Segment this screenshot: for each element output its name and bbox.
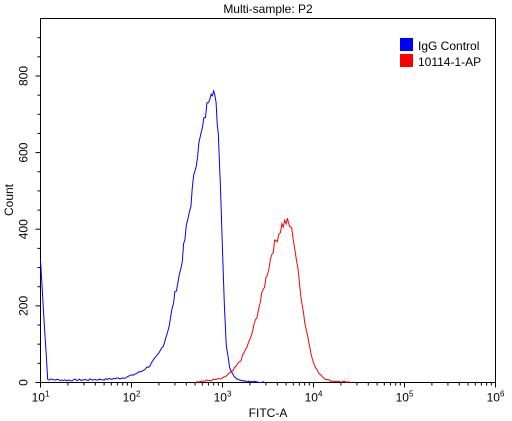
y-tick-label: 600 bbox=[17, 142, 31, 162]
legend: IgG Control 10114-1-AP bbox=[400, 38, 481, 69]
y-axis-ticks: 0 200 400 600 800 bbox=[17, 37, 41, 386]
x-tick-label: 101 bbox=[32, 390, 50, 405]
legend-label-10114-1-ap: 10114-1-AP bbox=[418, 55, 481, 69]
series-line-igg-control bbox=[40, 88, 266, 384]
series-line-10114-1-ap bbox=[195, 218, 350, 383]
plot-frame bbox=[40, 18, 496, 383]
x-tick-label: 102 bbox=[123, 390, 141, 405]
chart-title: Multi-sample: P2 bbox=[223, 2, 313, 16]
x-tick-label: 106 bbox=[487, 390, 505, 405]
y-tick-label: 200 bbox=[17, 296, 31, 316]
x-tick-label: 105 bbox=[396, 390, 414, 405]
legend-label-igg-control: IgG Control bbox=[418, 39, 479, 53]
x-tick-label: 103 bbox=[214, 390, 232, 405]
y-tick-label: 800 bbox=[17, 66, 31, 86]
y-axis-label: Count bbox=[2, 183, 16, 216]
legend-swatch-10114-1-ap bbox=[400, 54, 413, 67]
x-tick-label: 104 bbox=[305, 390, 323, 405]
series-group bbox=[40, 88, 350, 384]
legend-swatch-igg-control bbox=[400, 38, 413, 51]
x-axis-label: FITC-A bbox=[249, 406, 288, 420]
y-tick-label: 0 bbox=[17, 379, 31, 386]
y-tick-label: 400 bbox=[17, 219, 31, 239]
x-axis-ticks: 101 102 103 104 105 106 bbox=[32, 382, 505, 405]
